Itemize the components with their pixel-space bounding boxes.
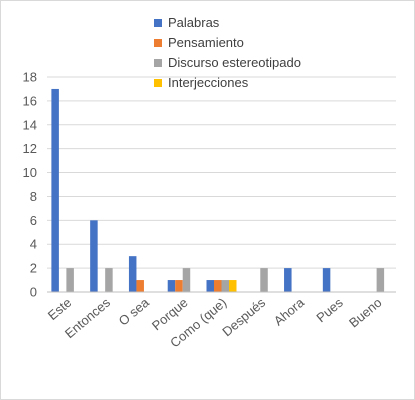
bar bbox=[51, 88, 59, 292]
legend-label: Interjecciones bbox=[168, 75, 249, 90]
y-tick-label: 0 bbox=[30, 285, 37, 300]
x-tick-label: O sea bbox=[116, 294, 153, 328]
bar bbox=[128, 256, 137, 292]
x-tick-label: Ahora bbox=[271, 294, 308, 328]
bar bbox=[221, 280, 229, 292]
y-tick-label: 10 bbox=[23, 165, 37, 180]
gridlines bbox=[47, 76, 396, 269]
legend-swatch bbox=[154, 79, 162, 87]
legend: Palabras Pensamiento Discurso estereotipad… bbox=[154, 15, 301, 90]
bar bbox=[167, 280, 176, 292]
bar bbox=[260, 268, 268, 292]
bar bbox=[105, 268, 113, 292]
legend-swatch bbox=[154, 59, 162, 67]
y-tick-label: 6 bbox=[30, 213, 37, 228]
y-axis-ticks: 0 2 4 6 8 10 12 14 16 18 bbox=[23, 70, 37, 300]
x-tick-label: Bueno bbox=[346, 295, 384, 331]
legend-label: Palabras bbox=[168, 15, 220, 30]
y-tick-label: 14 bbox=[23, 117, 37, 132]
x-tick-label: Después bbox=[219, 294, 268, 339]
y-tick-label: 12 bbox=[23, 141, 37, 156]
bar bbox=[229, 280, 237, 292]
x-tick-label: Este bbox=[45, 295, 75, 323]
legend-label: Pensamiento bbox=[168, 35, 244, 50]
y-tick-label: 8 bbox=[30, 189, 37, 204]
bar bbox=[284, 268, 292, 292]
y-tick-label: 16 bbox=[23, 93, 37, 108]
legend-swatch bbox=[154, 19, 162, 27]
bar bbox=[214, 280, 222, 292]
bars bbox=[51, 88, 385, 292]
bar bbox=[376, 268, 385, 292]
bar bbox=[136, 280, 144, 292]
bar bbox=[322, 268, 331, 292]
y-tick-label: 18 bbox=[23, 70, 37, 85]
bar bbox=[182, 268, 191, 292]
legend-swatch bbox=[154, 39, 162, 47]
bar bbox=[175, 280, 183, 292]
legend-label: Discurso estereotipado bbox=[168, 55, 301, 70]
bar bbox=[206, 280, 214, 292]
y-tick-label: 2 bbox=[30, 261, 37, 276]
bar bbox=[90, 220, 98, 292]
y-tick-label: 4 bbox=[30, 237, 37, 252]
x-tick-label: Pues bbox=[313, 294, 346, 325]
bar bbox=[66, 268, 74, 292]
